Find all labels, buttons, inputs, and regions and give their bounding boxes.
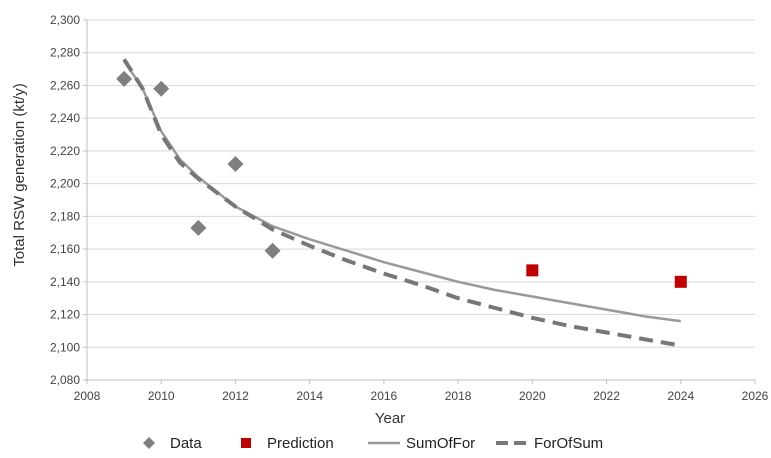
x-tick-label: 2008: [74, 389, 101, 403]
data-point-diamond: [264, 242, 281, 259]
series-line-forofsum: [122, 58, 682, 348]
legend-swatch-data: [143, 437, 155, 449]
x-tick-label: 2022: [593, 389, 620, 403]
legend-label: ForOfSum: [534, 435, 603, 452]
x-tick-label: 2018: [445, 389, 472, 403]
y-axis-title: Total RSW generation (kt/y): [11, 83, 28, 266]
y-tick-label: 2,120: [50, 308, 80, 322]
y-tick-label: 2,240: [50, 111, 80, 125]
x-tick-label: 2014: [296, 389, 323, 403]
y-gridlines: [87, 19, 755, 381]
y-tick-label: 2,160: [50, 242, 80, 256]
series-lines: [122, 58, 682, 348]
x-tick-label: 2016: [371, 389, 398, 403]
prediction-point-square: [674, 275, 687, 288]
y-tick-label: 2,300: [50, 13, 80, 27]
y-tick-labels: 2,080 2,100 2,120 2,140 2,160 2,180 2,200 2,220…: [50, 13, 87, 387]
x-tick-label: 2010: [148, 389, 175, 403]
data-point-diamond: [116, 70, 133, 87]
legend-swatch-prediction: [241, 438, 251, 448]
axes: [86, 20, 755, 381]
legend: Data Prediction SumOfFor ForOfSum: [143, 435, 603, 452]
legend-label: Data: [170, 435, 202, 452]
x-tick-label: 2024: [667, 389, 694, 403]
y-tick-label: 2,280: [50, 46, 80, 60]
y-tick-label: 2,100: [50, 340, 80, 354]
series-line-sumoffor: [123, 60, 681, 323]
legend-label: SumOfFor: [406, 435, 475, 452]
x-tick-labels: 2008 2010 2012 2014 2016 2018 2020 2022 2024 2026: [74, 380, 769, 403]
y-tick-label: 2,260: [50, 78, 80, 92]
y-tick-label: 2,180: [50, 209, 80, 223]
x-tick-label: 2012: [222, 389, 249, 403]
series-markers: [116, 70, 687, 288]
prediction-point-square: [526, 264, 539, 277]
data-point-diamond: [227, 156, 244, 172]
legend-label: Prediction: [267, 435, 334, 452]
y-tick-label: 2,140: [50, 275, 80, 289]
x-axis-title: Year: [375, 410, 405, 427]
x-tick-label: 2020: [519, 389, 546, 403]
data-point-diamond: [153, 80, 170, 97]
y-tick-label: 2,080: [50, 373, 80, 387]
x-tick-label: 2026: [742, 389, 769, 403]
data-point-diamond: [190, 219, 207, 236]
y-tick-label: 2,220: [50, 144, 80, 158]
y-tick-label: 2,200: [50, 177, 80, 191]
